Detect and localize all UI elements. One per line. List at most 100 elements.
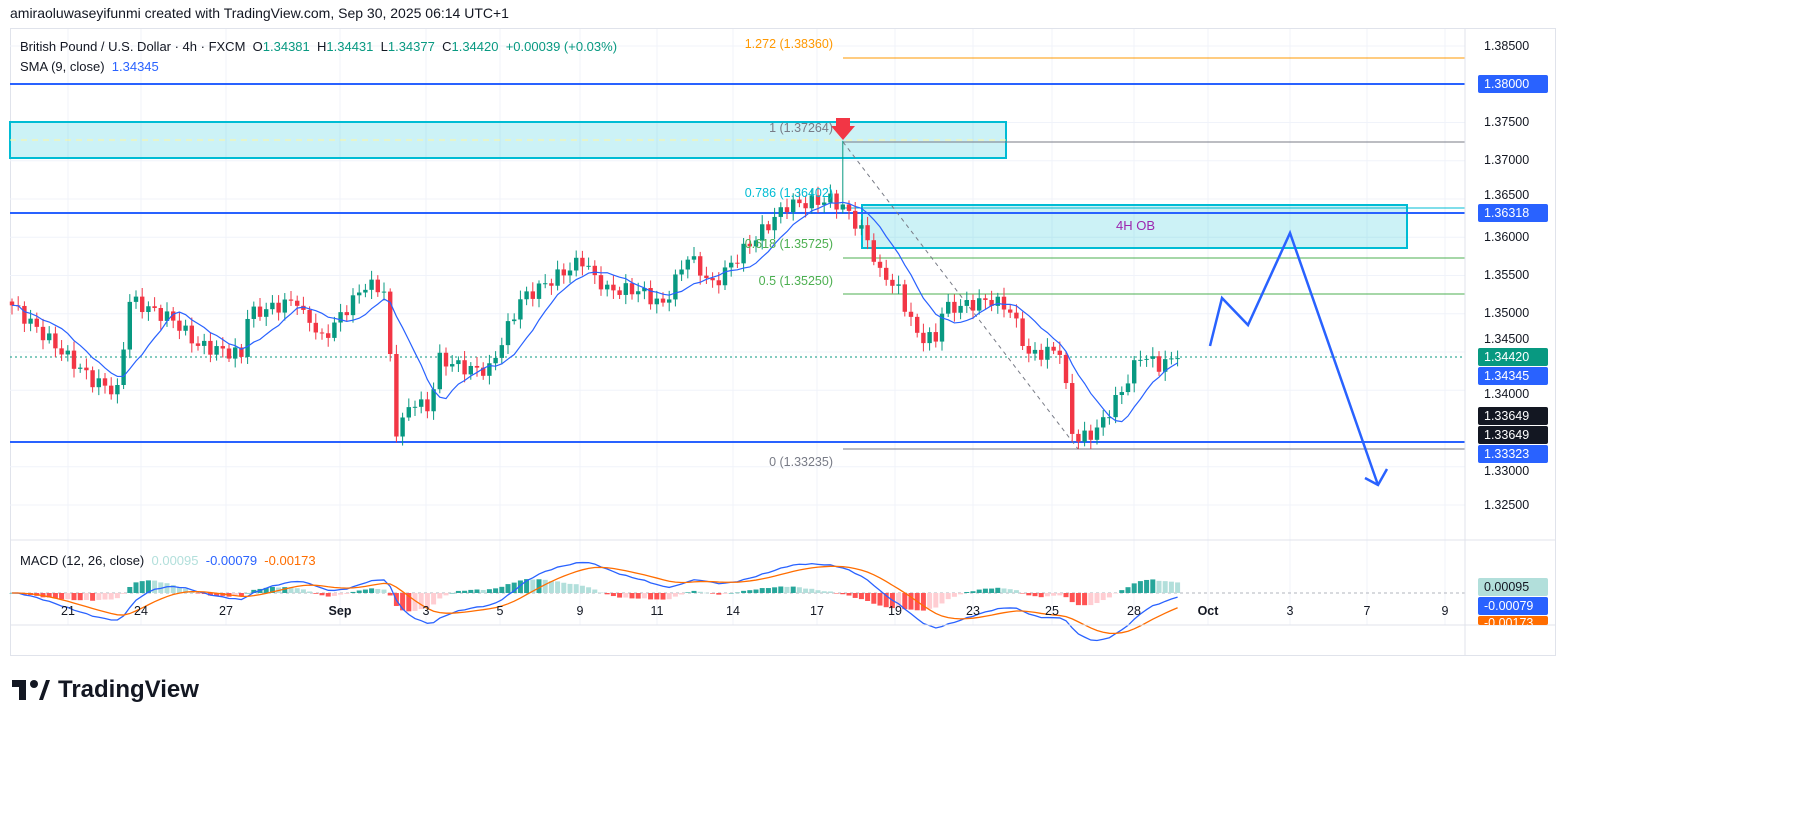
macd-hist-bar: [480, 589, 486, 593]
macd-legend[interactable]: MACD (12, 26, close) 0.00095 -0.00079 -0…: [20, 553, 316, 568]
macd-hist-bar: [790, 586, 796, 593]
macd-hist-bar: [542, 579, 548, 593]
macd-hist-bar: [610, 593, 616, 597]
candle-body: [1082, 430, 1087, 442]
candle-body: [983, 298, 988, 300]
macd-hist-bar: [598, 592, 604, 594]
macd-hist-bar: [1057, 593, 1063, 596]
candle-body: [276, 302, 281, 313]
date-label: 25: [1045, 604, 1059, 618]
candle-body: [1094, 427, 1100, 440]
candle-body: [915, 316, 920, 333]
macd-hist-bar: [319, 593, 325, 596]
macd-hist-bar: [443, 593, 449, 596]
candle-body: [53, 333, 58, 349]
candle-body: [1014, 312, 1019, 319]
macd-hist-bar: [1150, 579, 1156, 593]
candle-body: [822, 202, 827, 205]
macd-hist-bar: [945, 593, 951, 600]
tradingview-logo[interactable]: TradingView: [12, 676, 199, 704]
sell-arrow-icon: [831, 118, 855, 140]
candle-body: [195, 343, 201, 346]
macd-hist-bar: [691, 590, 697, 593]
fib-1-label: 1 (1.37264): [769, 121, 833, 135]
macd-label: MACD (12, 26, close): [20, 553, 145, 568]
candle-body: [481, 367, 486, 376]
candle-body: [1063, 354, 1069, 384]
macd-hist-bar: [697, 591, 703, 593]
macd-hist-bar: [77, 593, 83, 601]
candle-body: [462, 360, 467, 375]
macd-hist-bar: [108, 593, 114, 600]
candle-body: [412, 406, 418, 408]
macd-line: [11, 561, 1178, 642]
macd-hist-bar: [920, 593, 926, 611]
candle-body: [288, 299, 294, 301]
candle-body: [109, 385, 114, 395]
candle-body: [270, 302, 275, 310]
candle-body: [419, 399, 424, 407]
candle-body: [239, 347, 244, 357]
macd-hist-bar: [716, 593, 722, 595]
axis-label-resistance-mid: 1.36318: [1478, 204, 1548, 222]
macd-hist-bar: [406, 593, 412, 612]
candle-body: [102, 378, 108, 386]
candle-body: [853, 210, 858, 229]
candle-body: [952, 301, 957, 313]
candle-body: [233, 347, 238, 359]
macd-hist-bar: [1044, 593, 1050, 597]
candle-body: [636, 291, 641, 295]
symbol-legend[interactable]: British Pound / U.S. Dollar · 4h · FXCM …: [20, 37, 617, 77]
macd-hist-bar: [412, 593, 418, 611]
macd-hist-value: 0.00095: [151, 553, 199, 568]
projection-arrowhead-icon: [1364, 468, 1389, 487]
candle-body: [884, 267, 889, 280]
candle-body: [654, 298, 659, 305]
candle-body: [1150, 356, 1155, 359]
candle-body: [71, 350, 77, 369]
candle-body: [350, 295, 356, 316]
candle-body: [673, 274, 678, 300]
candle-body: [1132, 360, 1137, 384]
macd-hist-bar: [176, 587, 182, 593]
macd-hist-bar: [232, 593, 238, 597]
candle-body: [332, 322, 337, 338]
macd-hist-bar: [555, 581, 561, 593]
candle-body: [381, 291, 387, 293]
candle-body: [586, 265, 591, 267]
macd-hist-bar: [654, 593, 660, 600]
macd-hist-bar: [524, 579, 530, 593]
candle-body: [264, 309, 269, 317]
candle-body: [716, 280, 721, 286]
candle-body: [890, 279, 895, 286]
candle-body: [629, 283, 635, 295]
candle-body: [977, 298, 982, 311]
macd-hist-bar: [468, 589, 474, 593]
candle-body: [257, 306, 263, 317]
candle-body: [784, 207, 790, 212]
candle-body: [1101, 417, 1106, 428]
macd-hist-bar: [362, 589, 368, 593]
macd-hist-bar: [214, 593, 220, 596]
macd-hist-bar: [1144, 579, 1150, 593]
candle-body: [431, 389, 436, 412]
candle-body: [747, 243, 752, 247]
candle-body: [34, 318, 39, 327]
candle-body: [1070, 383, 1075, 434]
macd-hist-bar: [245, 592, 251, 594]
candle-body: [493, 357, 498, 364]
macd-hist-bar: [1001, 588, 1007, 593]
candle-body: [115, 384, 120, 395]
price-tick: 1.35000: [1484, 306, 1530, 321]
candle-body: [859, 225, 864, 229]
date-label: Oct: [1197, 604, 1219, 618]
candle-body: [357, 292, 362, 296]
candle-body: [605, 284, 610, 290]
candle-body: [251, 306, 256, 319]
macd-hist-bar: [666, 593, 672, 600]
macd-hist-bar: [648, 593, 654, 600]
macd-hist-bar: [809, 588, 815, 593]
candle-body: [338, 312, 343, 323]
candle-body: [648, 287, 653, 305]
